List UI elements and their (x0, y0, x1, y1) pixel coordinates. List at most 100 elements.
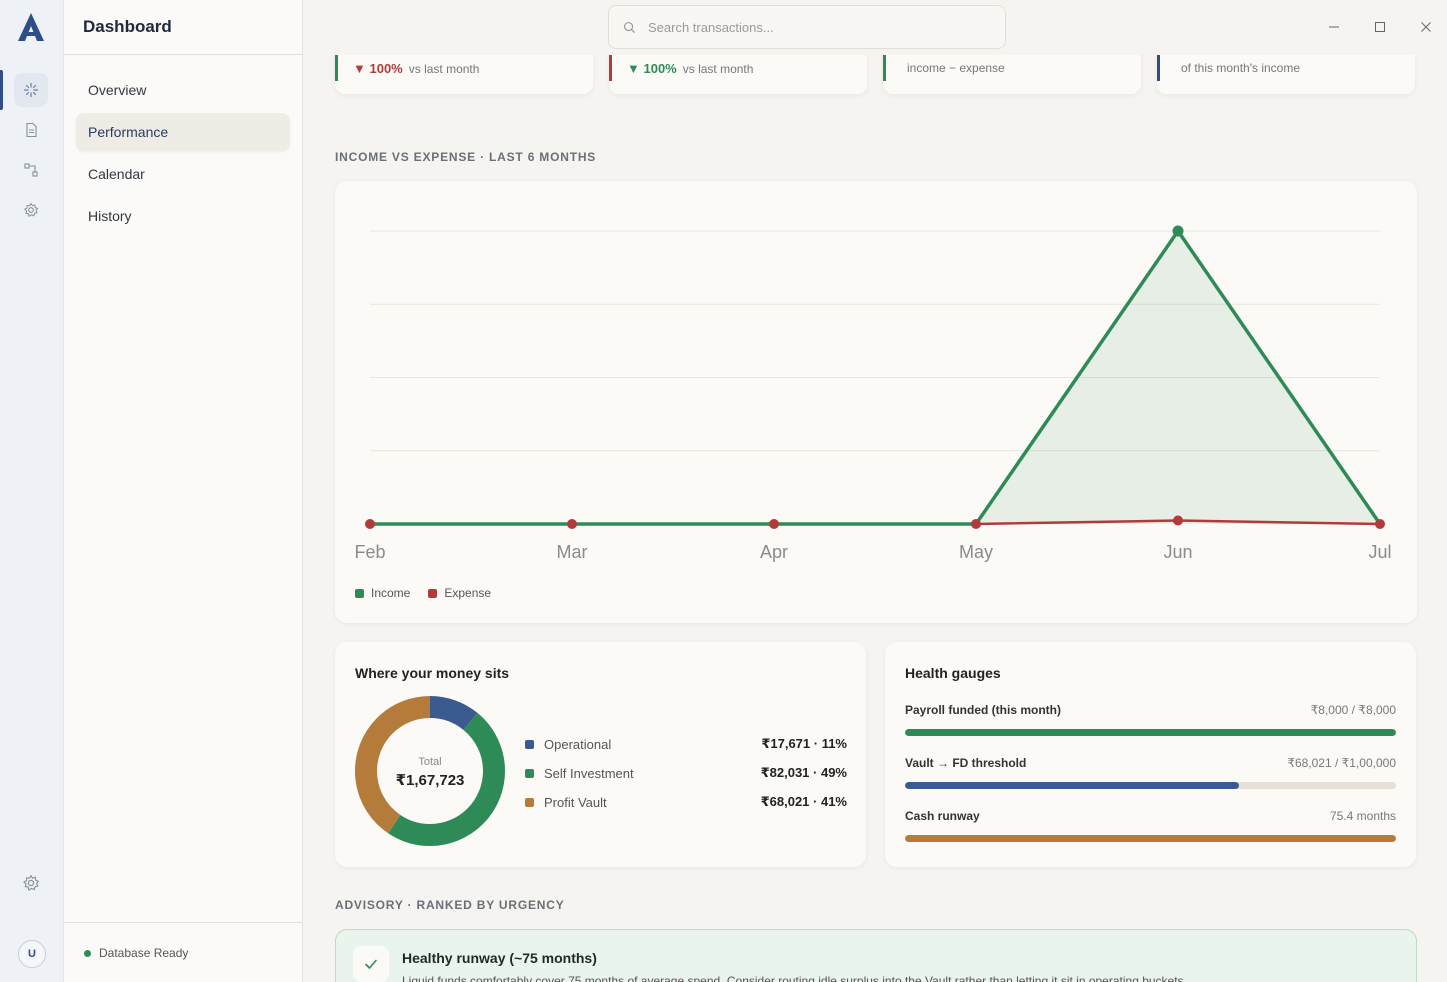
legend-swatch (428, 588, 438, 598)
divider (64, 54, 303, 55)
gauge-runway: Cash runway 75.4 months (905, 809, 1396, 842)
kpi-card: ▼ 100% vs last month (609, 55, 867, 94)
money-value: ₹17,671 · 11% (761, 736, 847, 751)
legend-swatch (525, 797, 534, 807)
sidebar-item-history[interactable]: History (88, 208, 132, 224)
gauge-value: ₹8,000 / ₹8,000 (1310, 703, 1396, 717)
gauge-fill (905, 729, 1396, 736)
gauge-vault: Vault → FD threshold ₹68,021 / ₹1,00,000 (905, 756, 1396, 789)
gauge-label: Payroll funded (this month) (905, 703, 1061, 717)
money-value: ₹68,021 · 41% (760, 794, 847, 809)
money-card: Where your money sits Total ₹1,67,723 Op… (335, 642, 866, 867)
health-gauges-card: Health gauges Payroll funded (this month… (885, 642, 1416, 867)
gear-icon (23, 202, 39, 217)
gauge-fill (905, 782, 1239, 789)
donut-total-value: ₹1,67,723 (395, 772, 465, 789)
rail-settings-button[interactable] (14, 866, 48, 900)
kpi-note: of this month's income (1181, 61, 1301, 75)
legend-swatch (525, 739, 534, 749)
database-status-label: Database Ready (99, 946, 189, 960)
x-tick-label: Jun (1163, 542, 1192, 562)
rail-flow-button[interactable] (14, 153, 48, 187)
section-label: INCOME VS EXPENSE · LAST 6 MONTHS (335, 150, 597, 164)
sidebar-item-performance[interactable]: Performance (76, 113, 290, 151)
expense-point (971, 519, 981, 529)
page-title: Dashboard (83, 17, 172, 36)
expense-point (1375, 519, 1385, 529)
kpi-card: ▼ 100% vs last month (335, 55, 593, 94)
income-expense-card: Feb Mar Apr May Jun Jul Income Expense (335, 181, 1417, 623)
document-icon (26, 122, 37, 138)
section-label: ADVISORY · RANKED BY URGENCY (335, 898, 565, 912)
advisory-body: Liquid funds comfortably cover 75 months… (402, 974, 1187, 982)
rail-document-button[interactable] (14, 113, 48, 147)
legend-income-label: Income (371, 586, 411, 600)
gauge-fill (905, 835, 1396, 842)
minimize-button[interactable] (1321, 14, 1347, 40)
kpi-change: ▼ 100% (353, 61, 403, 76)
user-avatar[interactable]: U (18, 940, 46, 968)
income-point (1172, 225, 1184, 237)
x-tick-label: Feb (354, 542, 385, 562)
settings-gear-icon (23, 874, 40, 891)
gauge-value: ₹68,021 / ₹1,00,000 (1287, 756, 1396, 770)
money-label: Operational (544, 736, 612, 752)
donut-center: Total ₹1,67,723 (380, 756, 480, 789)
rail-active-indicator (0, 70, 3, 110)
kpi-note: vs last month (682, 62, 754, 76)
close-icon (1421, 22, 1431, 32)
money-label: Self Investment (544, 765, 634, 781)
gauge-label: Cash runway (905, 809, 980, 823)
x-tick-label: Apr (760, 542, 788, 562)
money-card-title: Where your money sits (355, 665, 510, 681)
kpi-note: vs last month (408, 62, 480, 76)
donut-slice-profit-vault (355, 696, 505, 846)
sidebar-item-calendar[interactable]: Calendar (88, 166, 145, 182)
x-tick-label: May (959, 542, 993, 562)
expense-point (567, 519, 577, 529)
icon-rail: U (0, 0, 64, 982)
sidebar-item-overview[interactable]: Overview (88, 82, 147, 98)
expense-point (769, 519, 779, 529)
expense-point (1173, 515, 1183, 526)
sparkle-icon (23, 82, 39, 98)
legend-expense: Expense (428, 586, 491, 600)
app-logo-icon (18, 13, 44, 41)
money-value: ₹82,031 · 49% (760, 765, 847, 780)
legend-swatch (525, 768, 534, 778)
kpi-accent-bar (883, 55, 886, 81)
money-row: Self Investment ₹82,031 · 49% (525, 765, 847, 781)
x-tick-label: Jul (1368, 542, 1391, 562)
advisory-card[interactable]: Healthy runway (~75 months) Liquid funds… (335, 929, 1417, 982)
advisory-icon-box (353, 946, 389, 982)
gauge-track (905, 835, 1396, 842)
gauge-label: Vault → FD threshold (905, 756, 1027, 770)
income-expense-chart: Feb Mar Apr May Jun Jul (354, 225, 1392, 562)
gauge-value: 75.4 months (1329, 809, 1396, 823)
donut-slice-self-investment (355, 696, 505, 846)
search-icon (623, 21, 636, 33)
legend-income: Income (355, 586, 410, 600)
chart-legend: Income Expense (355, 586, 491, 600)
maximize-icon (1375, 22, 1385, 32)
expense-point (365, 519, 375, 529)
allocation-donut (355, 696, 505, 846)
money-row: Profit Vault ₹68,021 · 41% (525, 794, 847, 810)
sidebar: Dashboard Overview Performance Calendar … (64, 0, 303, 982)
income-line (370, 229, 1382, 526)
flow-icon (24, 163, 38, 177)
money-label: Profit Vault (544, 794, 607, 810)
rail-dashboard-button[interactable] (14, 73, 48, 107)
gauge-payroll: Payroll funded (this month) ₹8,000 / ₹8,0… (905, 703, 1396, 736)
advisory-title: Healthy runway (~75 months) (402, 950, 597, 966)
divider (64, 922, 303, 923)
kpi-accent-bar (335, 55, 338, 81)
search-input[interactable]: Search transactions... (608, 5, 1006, 49)
rail-tools-button[interactable] (14, 193, 48, 227)
donut-total-label: Total (418, 756, 442, 768)
kpi-card: income − expense (883, 55, 1141, 94)
kpi-note: income − expense (907, 61, 1005, 75)
maximize-button[interactable] (1367, 14, 1393, 40)
close-button[interactable] (1413, 14, 1439, 40)
main-content: ▼ 100% vs last month ▼ 100% vs last month … (303, 55, 1447, 982)
